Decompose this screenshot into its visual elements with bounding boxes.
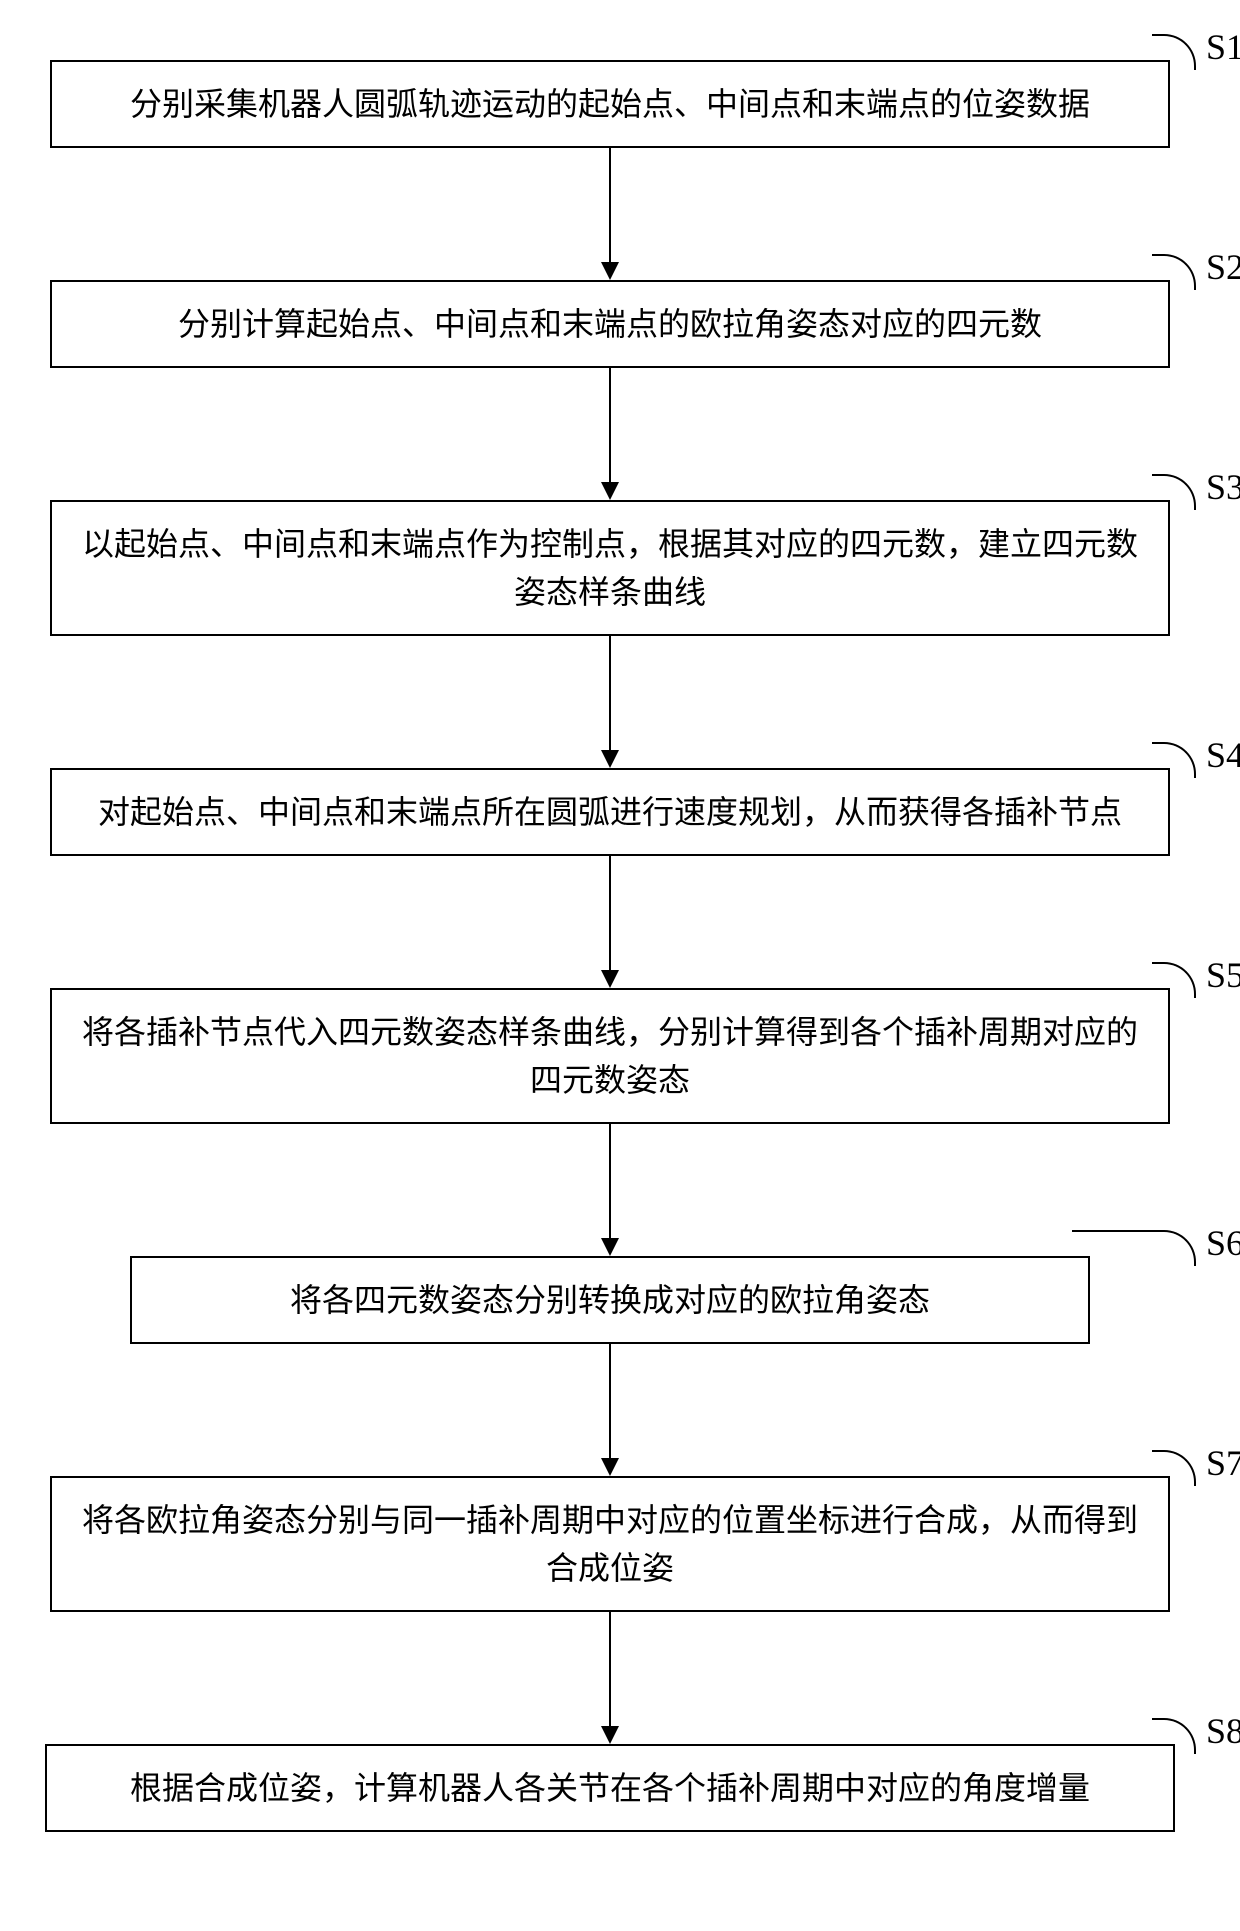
label-s5: S5 xyxy=(1206,954,1240,996)
step-s3: S3 以起始点、中间点和末端点作为控制点，根据其对应的四元数，建立四元数姿态样条… xyxy=(0,500,1240,768)
box-s1: S1 分别采集机器人圆弧轨迹运动的起始点、中间点和末端点的位姿数据 xyxy=(50,60,1170,148)
text-s2: 分别计算起始点、中间点和末端点的欧拉角姿态对应的四元数 xyxy=(178,300,1042,348)
text-s1: 分别采集机器人圆弧轨迹运动的起始点、中间点和末端点的位姿数据 xyxy=(130,80,1090,128)
text-s7: 将各欧拉角姿态分别与同一插补周期中对应的位置坐标进行合成，从而得到合成位姿 xyxy=(80,1496,1140,1592)
arrow-s5-s6 xyxy=(601,1124,619,1256)
label-s2: S2 xyxy=(1206,246,1240,288)
box-s5: S5 将各插补节点代入四元数姿态样条曲线，分别计算得到各个插补周期对应的四元数姿… xyxy=(50,988,1170,1124)
arrow-s1-s2 xyxy=(601,148,619,280)
arrow-s2-s3 xyxy=(601,368,619,500)
box-s6: S6 将各四元数姿态分别转换成对应的欧拉角姿态 xyxy=(130,1256,1090,1344)
label-s8: S8 xyxy=(1206,1710,1240,1752)
box-s7: S7 将各欧拉角姿态分别与同一插补周期中对应的位置坐标进行合成，从而得到合成位姿 xyxy=(50,1476,1170,1612)
arrow-s7-s8 xyxy=(601,1612,619,1744)
arrow-s4-s5 xyxy=(601,856,619,988)
step-s5: S5 将各插补节点代入四元数姿态样条曲线，分别计算得到各个插补周期对应的四元数姿… xyxy=(0,988,1240,1256)
step-s1: S1 分别采集机器人圆弧轨迹运动的起始点、中间点和末端点的位姿数据 xyxy=(0,60,1240,280)
text-s3: 以起始点、中间点和末端点作为控制点，根据其对应的四元数，建立四元数姿态样条曲线 xyxy=(80,520,1140,616)
text-s4: 对起始点、中间点和末端点所在圆弧进行速度规划，从而获得各插补节点 xyxy=(98,788,1122,836)
flowchart-container: S1 分别采集机器人圆弧轨迹运动的起始点、中间点和末端点的位姿数据 S2 分别计… xyxy=(0,0,1240,1931)
label-s7: S7 xyxy=(1206,1442,1240,1484)
label-s3: S3 xyxy=(1206,466,1240,508)
box-s4: S4 对起始点、中间点和末端点所在圆弧进行速度规划，从而获得各插补节点 xyxy=(50,768,1170,856)
step-s2: S2 分别计算起始点、中间点和末端点的欧拉角姿态对应的四元数 xyxy=(0,280,1240,500)
arrow-s3-s4 xyxy=(601,636,619,768)
step-s4: S4 对起始点、中间点和末端点所在圆弧进行速度规划，从而获得各插补节点 xyxy=(0,768,1240,988)
step-s7: S7 将各欧拉角姿态分别与同一插补周期中对应的位置坐标进行合成，从而得到合成位姿 xyxy=(0,1476,1240,1744)
box-s8: S8 根据合成位姿，计算机器人各关节在各个插补周期中对应的角度增量 xyxy=(45,1744,1175,1832)
step-s8: S8 根据合成位姿，计算机器人各关节在各个插补周期中对应的角度增量 xyxy=(0,1744,1240,1832)
step-s6: S6 将各四元数姿态分别转换成对应的欧拉角姿态 xyxy=(0,1256,1240,1476)
text-s5: 将各插补节点代入四元数姿态样条曲线，分别计算得到各个插补周期对应的四元数姿态 xyxy=(80,1008,1140,1104)
label-s4: S4 xyxy=(1206,734,1240,776)
arrow-s6-s7 xyxy=(601,1344,619,1476)
label-s1: S1 xyxy=(1206,26,1240,68)
box-s3: S3 以起始点、中间点和末端点作为控制点，根据其对应的四元数，建立四元数姿态样条… xyxy=(50,500,1170,636)
connector-s1 xyxy=(1152,34,1196,70)
label-s6: S6 xyxy=(1206,1222,1240,1264)
text-s8: 根据合成位姿，计算机器人各关节在各个插补周期中对应的角度增量 xyxy=(130,1764,1090,1812)
text-s6: 将各四元数姿态分别转换成对应的欧拉角姿态 xyxy=(290,1276,930,1324)
box-s2: S2 分别计算起始点、中间点和末端点的欧拉角姿态对应的四元数 xyxy=(50,280,1170,368)
connector-s6 xyxy=(1072,1230,1196,1266)
